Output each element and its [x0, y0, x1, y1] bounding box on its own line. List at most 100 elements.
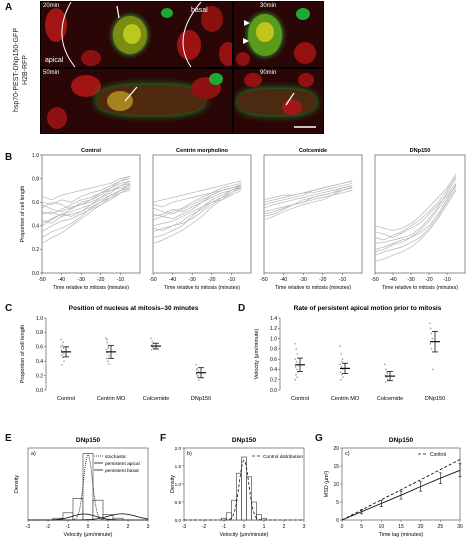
histogram-bar [232, 500, 237, 520]
data-point [342, 376, 344, 378]
data-point [295, 366, 297, 368]
series-line [342, 460, 460, 521]
data-point [431, 348, 433, 350]
y-axis-label: Velocity (μm/minute) [254, 328, 260, 379]
x-tick-label: -1 [66, 524, 71, 530]
y-tick-label: 1.2 [270, 326, 277, 332]
data-point [384, 363, 386, 365]
x-tick-label: -50 [260, 277, 267, 283]
panel-label-a: A [5, 2, 12, 13]
data-point [61, 355, 63, 357]
data-point [63, 353, 65, 355]
plot-frame [375, 155, 465, 273]
panel-c-chart: Position of nucleus at mitosis–30 minute… [0, 300, 234, 425]
data-point [295, 374, 297, 376]
x-tick-label: -10 [339, 277, 346, 283]
x-tick-label: -30 [300, 277, 307, 283]
legend-label: persistent basal [105, 468, 139, 474]
trace-line [264, 190, 352, 220]
category-label: Colcemide [143, 396, 169, 402]
x-tick-label: -40 [169, 277, 176, 283]
y-tick-label: 2.0 [175, 446, 182, 451]
micro-frame-30min: 30min [233, 1, 324, 68]
category-label: DNp150 [425, 396, 446, 402]
chart-title: DNp150 [76, 437, 101, 444]
category-label: Control [291, 396, 309, 402]
x-axis-label: Time relative to mitosis (minutes) [164, 285, 240, 291]
x-tick-label: -2 [202, 524, 207, 530]
y-tick-label: 0.6 [270, 357, 277, 363]
trace-line [42, 181, 130, 212]
x-tick-label: 2 [283, 524, 286, 530]
data-point [63, 360, 65, 362]
y-tick-label: 5 [336, 500, 339, 506]
y-tick-label: 1.0 [270, 336, 277, 342]
x-axis-label: Time relative to mitosis (minutes) [53, 285, 129, 291]
category-label: Centrin MO [97, 396, 126, 402]
x-tick-label: -20 [319, 277, 326, 283]
data-point [195, 364, 197, 366]
x-tick-label: 5 [360, 524, 363, 530]
y-tick-label: 1.0 [175, 482, 182, 487]
subplot-title: DNp150 [410, 148, 431, 154]
chart-title: DNp150 [389, 437, 414, 444]
data-point [340, 363, 342, 365]
x-tick-label: -10 [117, 277, 124, 283]
x-tick-label: -40 [389, 277, 396, 283]
x-tick-label: -10 [443, 277, 450, 283]
data-point [340, 353, 342, 355]
data-point [150, 337, 152, 339]
histogram-bar [83, 453, 93, 520]
data-point [63, 347, 65, 349]
x-tick-label: -20 [208, 277, 215, 283]
x-tick-label: 0 [341, 524, 344, 530]
y-tick-label: 10 [333, 482, 339, 488]
chart-title: DNp150 [232, 437, 257, 444]
data-point [296, 376, 298, 378]
x-tick-label: -50 [38, 277, 45, 283]
x-axis-label: Time relative to mitosis (minutes) [275, 285, 351, 291]
y-tick-label: 0.2 [270, 378, 277, 384]
data-point [196, 373, 198, 375]
y-tick-label: 0.0 [175, 518, 182, 523]
data-point [340, 371, 342, 373]
data-point [60, 346, 62, 348]
x-axis-label: Velocity (μm/minute) [64, 532, 113, 538]
trace-line [264, 181, 352, 200]
y-tick-label: 0.5 [175, 500, 182, 505]
x-tick-label: 3 [147, 524, 150, 530]
data-point [295, 348, 297, 350]
trace-line [375, 186, 456, 252]
x-tick-label: 30 [457, 524, 463, 530]
subpanel-label: b) [187, 451, 192, 457]
y-tick-label: 0.2 [32, 247, 39, 253]
data-point [341, 361, 343, 363]
category-label: Centrin MO [331, 396, 360, 402]
x-tick-label: -20 [425, 277, 432, 283]
data-point [385, 381, 387, 383]
trace-line [153, 187, 241, 231]
x-tick-label: -50 [149, 277, 156, 283]
panel-g-chart: DNp150 c) 0 5 10 15 20 25 30 0 5 10 15 20 Time lag (mi… [312, 430, 468, 550]
subplot-title: Centrin morpholino [176, 148, 228, 154]
category-label: Colcemide [377, 396, 403, 402]
x-axis-label: Time lag (minutes) [379, 532, 424, 538]
y-axis-label: Density [14, 475, 20, 493]
data-point [196, 369, 198, 371]
data-point [341, 374, 343, 376]
y-tick-label: 1.0 [32, 153, 39, 159]
legend-label: Control [430, 452, 446, 458]
frame-time: 20min [43, 3, 59, 9]
panel-a-side-label: hsp70-PEST-DNp150-GFP H2B-RFP [12, 15, 30, 125]
data-point [295, 358, 297, 360]
y-tick-label: 1.5 [175, 464, 182, 469]
frame-arrow [41, 69, 232, 133]
data-point [296, 361, 298, 363]
x-tick-label: 15 [398, 524, 404, 530]
x-tick-label: -50 [371, 277, 378, 283]
micro-frame-90min: 90min [233, 68, 324, 134]
data-point [198, 370, 200, 372]
data-point [108, 346, 110, 348]
category-label: DNp150 [191, 396, 212, 402]
data-point [340, 379, 342, 381]
